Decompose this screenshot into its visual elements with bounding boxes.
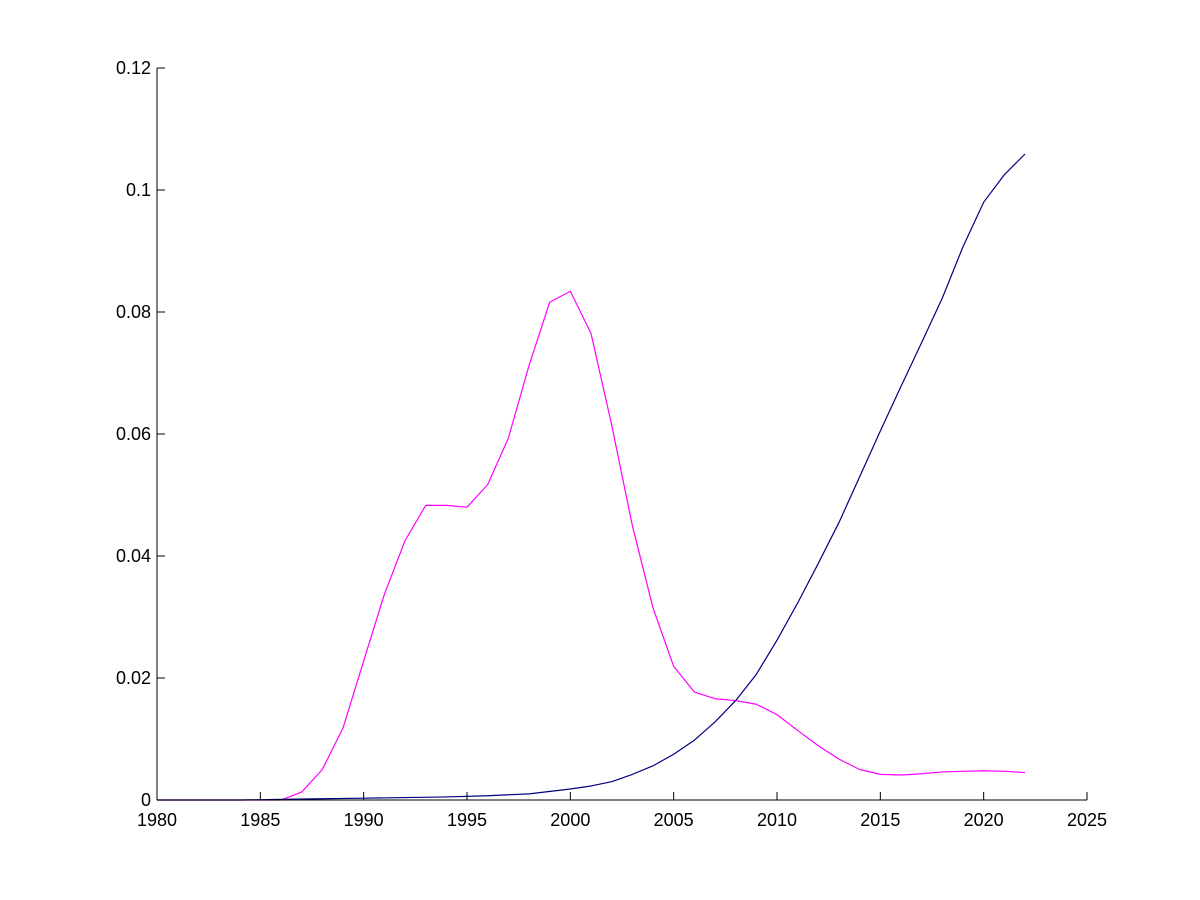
series-line-1 [157, 290, 1026, 801]
x-tick-label: 2025 [1067, 810, 1107, 830]
y-tick-label: 0 [141, 790, 151, 810]
y-ticks: 0 0.02 0.04 0.06 0.08 0.1 0.12 [116, 58, 165, 810]
y-tick-label: 0.06 [116, 424, 151, 444]
x-tick-label: 1980 [137, 810, 177, 830]
series-layer [157, 153, 1026, 801]
x-tick-label: 2020 [964, 810, 1004, 830]
x-tick-label: 1985 [240, 810, 280, 830]
x-tick-label: 2010 [757, 810, 797, 830]
x-tick-label: 1990 [344, 810, 384, 830]
y-tick-label: 0.02 [116, 668, 151, 688]
y-tick-label: 0.1 [126, 180, 151, 200]
y-tick-label: 0.12 [116, 58, 151, 78]
x-tick-label: 2000 [550, 810, 590, 830]
x-tick-label: 1995 [447, 810, 487, 830]
x-tick-label: 2005 [654, 810, 694, 830]
axes-layer [156, 68, 1087, 801]
y-tick-label: 0.08 [116, 302, 151, 322]
y-tick-label: 0.04 [116, 546, 151, 566]
x-ticks: 1980 1985 1990 1995 2000 2005 2010 2015 2020 2025 [137, 792, 1107, 830]
x-tick-label: 2015 [860, 810, 900, 830]
series-line-2 [157, 153, 1026, 801]
